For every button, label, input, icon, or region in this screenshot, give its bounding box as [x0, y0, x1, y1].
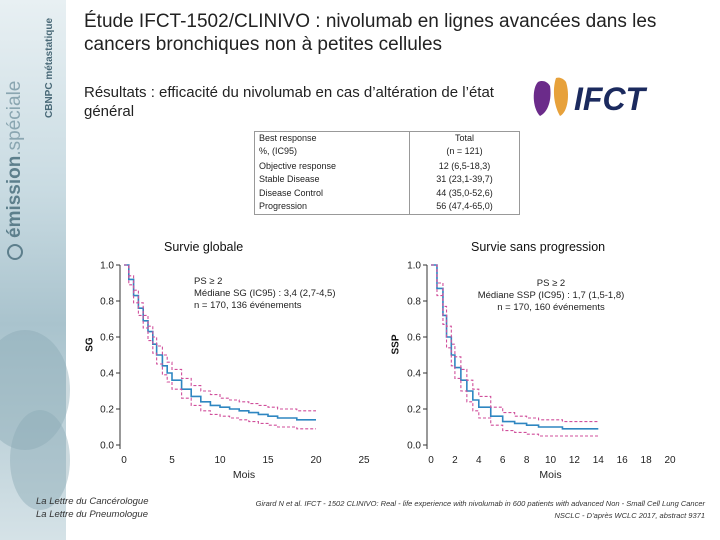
x-tick-label: 12: [569, 455, 581, 466]
chart-annotation: n = 170, 160 événements: [497, 302, 605, 313]
y-tick-label: 0.2: [100, 405, 114, 416]
chart-annotation: n = 170, 136 événements: [194, 300, 302, 311]
table-row: Progression 56 (47,4-65,0): [255, 200, 519, 214]
x-tick-label: 14: [593, 455, 605, 466]
table-header-n: (n = 121): [446, 146, 483, 156]
y-tick-label: 1.0: [407, 261, 421, 272]
row-label: Stable Disease: [255, 173, 410, 187]
x-tick-label: 10: [545, 455, 557, 466]
reference-line: Girard N et al. IFCT - 1502 CLINIVO: Rea…: [255, 499, 705, 508]
x-tick-label: 2: [452, 455, 458, 466]
decorative-lung-shape: [0, 330, 70, 450]
chart-panel-os: 0.0 0.2 0.4 0.6 0.8 1.0 0 5 10 15 20 25 Mois PS ≥ 2Mé…: [100, 261, 370, 482]
lung-icon: [533, 81, 551, 116]
x-tick-label: 16: [617, 455, 629, 466]
x-tick-label: 6: [500, 455, 506, 466]
row-value: 56 (47,4-65,0): [436, 201, 493, 212]
km-confidence-band: [431, 264, 599, 423]
chart-annotation: PS ≥ 2: [194, 276, 222, 287]
y-tick-label: 0.8: [407, 297, 421, 308]
x-tick-label: 20: [664, 455, 676, 466]
publication-name: La Lettre du Pneumologue: [36, 509, 148, 520]
table-header: Best response %, (IC95) Total (n = 121): [255, 132, 519, 160]
publication-name: La Lettre du Cancérologue: [36, 496, 149, 507]
row-label: Disease Control: [255, 186, 410, 201]
y-tick-label: 0.4: [100, 369, 114, 380]
x-tick-label: 0: [121, 455, 127, 466]
reference-line: NSCLC - D’après WCLC 2017, abstract 9371: [554, 511, 705, 520]
x-axis-label: Mois: [539, 469, 561, 481]
chart-panel-pfs: 0.0 0.2 0.4 0.6 0.8 1.0 0 2 4 6 8 10 12 14 16 18 20 Mois P…: [407, 261, 676, 482]
sidebar-banner: CBNPC métastatique émission .spéciale: [0, 0, 70, 540]
y-tick-label: 0.6: [407, 333, 421, 344]
y-tick-label: 0.8: [100, 297, 114, 308]
table-header-total: Total: [454, 133, 474, 143]
x-tick-label: 20: [310, 455, 322, 466]
footer-reference: Girard N et al. IFCT - 1502 CLINIVO: Rea…: [185, 498, 705, 522]
table-header-unit: %, (IC95): [259, 146, 298, 156]
table-row: Disease Control 44 (35,0-52,6): [255, 186, 519, 201]
ifct-logo: IFCT: [533, 77, 648, 117]
y-tick-label: 0.0: [407, 441, 421, 452]
chart-title-os: Survie globale: [164, 240, 244, 254]
y-tick-label: 0.2: [407, 405, 421, 416]
table-header-label: Best response: [259, 133, 317, 143]
decorative-lung-shape: [10, 410, 70, 510]
page-title: Étude IFCT-1502/CLINIVO : nivolumab en l…: [84, 11, 657, 55]
y-tick-label: 0.0: [100, 441, 114, 452]
best-response-table: Best response %, (IC95) Total (n = 121) Ob…: [254, 131, 520, 215]
km-confidence-band: [124, 264, 316, 412]
x-tick-label: 8: [524, 455, 530, 466]
row-label: Objective response: [255, 160, 410, 174]
chart-title-pfs: Survie sans progression: [471, 240, 606, 254]
ifct-logo-text: IFCT: [574, 81, 648, 117]
x-tick-label: 0: [428, 455, 434, 466]
chart-annotation: PS ≥ 2: [537, 278, 565, 289]
y-tick-label: 0.6: [100, 333, 114, 344]
row-value: 12 (6,5-18,3): [438, 161, 491, 171]
km-confidence-band: [124, 264, 316, 430]
x-tick-label: 18: [641, 455, 653, 466]
page-subtitle: Résultats : efficacité du nivolumab en c…: [84, 84, 494, 120]
table-row: Stable Disease 31 (23,1-39,7): [255, 173, 519, 187]
chart-annotation: Médiane SG (IC95) : 3,4 (2,7-4,5): [194, 288, 336, 299]
km-confidence-band: [431, 264, 599, 437]
lung-icon: [553, 77, 568, 116]
y-tick-label: 0.4: [407, 369, 421, 380]
x-tick-label: 10: [214, 455, 226, 466]
x-tick-label: 4: [476, 455, 482, 466]
footer-publication: La Lettre du Cancérologue La Lettre du P…: [36, 495, 149, 521]
x-tick-label: 5: [169, 455, 175, 466]
table-row: Objective response 12 (6,5-18,3): [255, 160, 519, 174]
row-value: 31 (23,1-39,7): [436, 174, 493, 185]
row-value: 44 (35,0-52,6): [436, 187, 493, 198]
x-axis-label: Mois: [233, 469, 255, 481]
y-tick-label: 1.0: [100, 261, 114, 272]
chart-annotation: Médiane SSP (IC95) : 1,7 (1,5-1,8): [478, 290, 625, 301]
row-label: Progression: [255, 200, 410, 214]
x-tick-label: 25: [358, 455, 370, 466]
x-tick-label: 15: [262, 455, 274, 466]
